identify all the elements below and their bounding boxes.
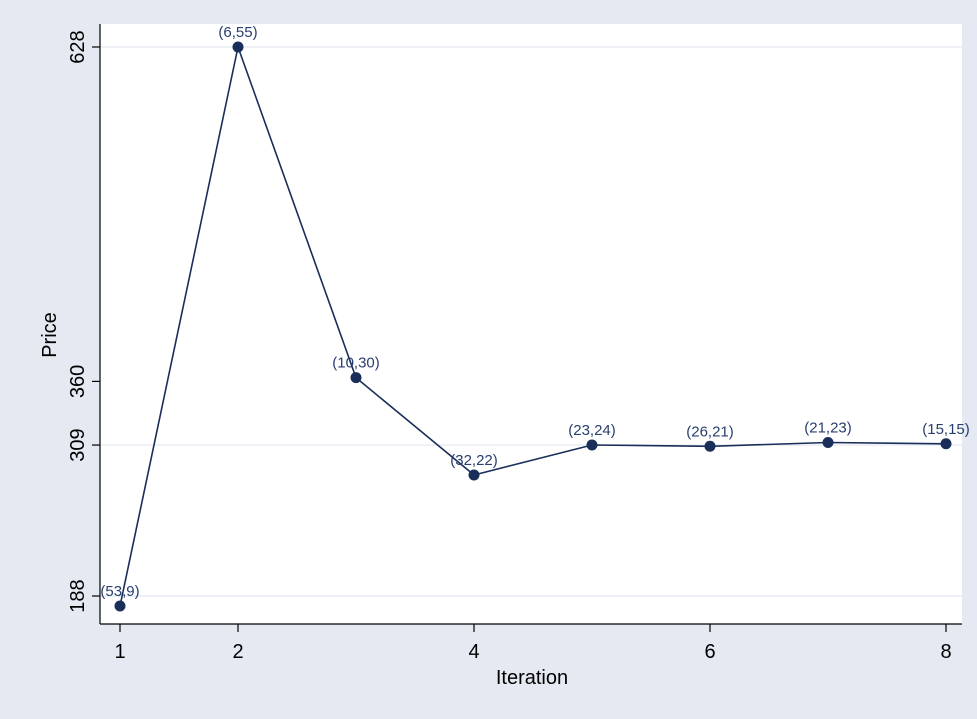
y-axis-ticks: 188 309 360 628	[67, 30, 100, 613]
data-point	[468, 469, 480, 481]
y-tick-label: 360	[67, 365, 89, 398]
series-line	[119, 44, 947, 607]
data-point-label: (6,55)	[218, 24, 257, 41]
plot-area	[100, 24, 962, 624]
data-point-label: (10,30)	[332, 355, 380, 372]
data-point	[114, 600, 126, 612]
data-point	[232, 41, 244, 53]
data-point	[350, 372, 362, 384]
x-tick-label: 4	[468, 641, 479, 663]
data-point-label: (26,21)	[686, 423, 734, 440]
x-tick-label: 2	[232, 641, 243, 663]
data-point-label: (53,9)	[100, 583, 139, 600]
data-point-label: (32,22)	[450, 452, 498, 469]
data-point	[586, 439, 598, 451]
x-axis-title: Iteration	[496, 667, 568, 689]
series-price: (53,9) (6,55) (10,30) (32,22) (23,24) (26,21)…	[100, 24, 970, 612]
x-tick-label: 8	[940, 641, 951, 663]
data-point	[822, 437, 834, 449]
data-point	[940, 438, 952, 450]
y-tick-label: 188	[67, 579, 89, 612]
data-point-label: (23,24)	[568, 422, 616, 439]
x-tick-label: 6	[704, 641, 715, 663]
x-tick-label: 1	[114, 641, 125, 663]
y-tick-label: 309	[67, 428, 89, 461]
x-axis-ticks: 1 2 4 6 8	[114, 624, 952, 663]
data-point	[704, 440, 716, 452]
grid-lines	[101, 46, 962, 597]
y-tick-label: 628	[67, 30, 89, 63]
data-point-label: (15,15)	[922, 421, 970, 438]
y-axis-title: Price	[39, 312, 61, 358]
data-point-label: (21,23)	[804, 420, 852, 437]
